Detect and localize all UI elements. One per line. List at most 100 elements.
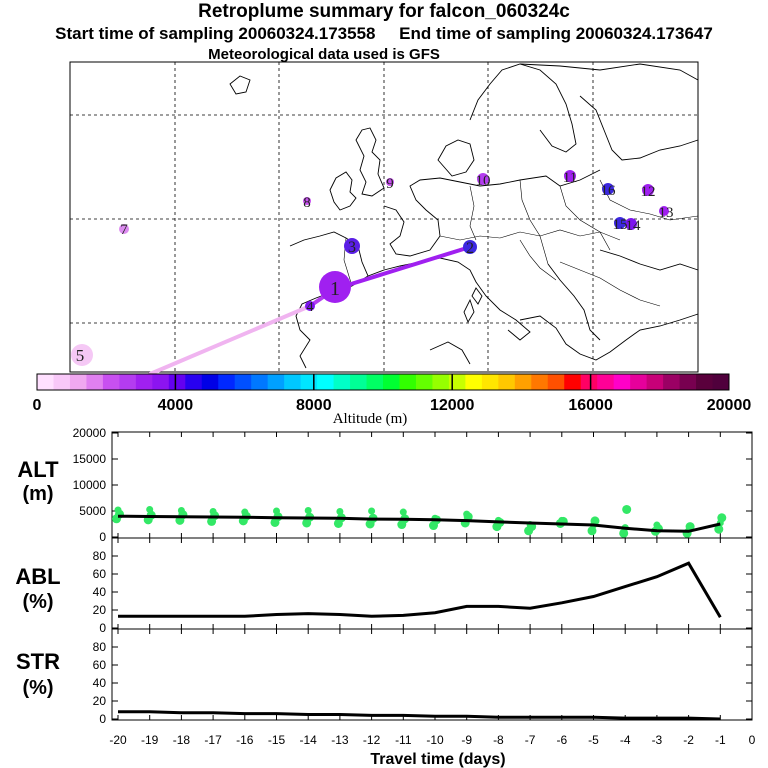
coastline <box>367 257 531 341</box>
colorbar-cell <box>580 374 598 390</box>
coastline <box>471 287 483 305</box>
plume-label: 7 <box>120 222 128 238</box>
colorbar-cell <box>152 374 170 390</box>
alt-yticks: 0 5000 10000 15000 20000 <box>73 426 752 544</box>
colorbar-ticks: 0 4000 8000 12000 16000 20000 <box>33 374 751 414</box>
plume-marker <box>614 217 626 229</box>
colorbar-cell <box>317 374 335 390</box>
colorbar-cell <box>53 374 71 390</box>
colorbar-tick-label: 4000 <box>158 397 194 414</box>
alt-scatter-point <box>619 528 629 538</box>
plume-label: 1 <box>330 278 340 300</box>
x-tick-label: -4 <box>620 733 631 747</box>
abl-axis-title: ABL <box>15 564 60 589</box>
abl-xticks <box>117 538 753 629</box>
colorbar-cell <box>498 374 516 390</box>
colorbar-cell <box>234 374 252 390</box>
plume-point: 16 <box>601 183 616 199</box>
plume-marker <box>463 240 477 254</box>
y-tick-label: 0 <box>99 621 106 635</box>
colorbar-cell <box>366 374 384 390</box>
alt-scatter-point <box>368 507 376 515</box>
colorbar-cell <box>597 374 615 390</box>
coastline <box>469 63 577 153</box>
colorbar-cell <box>465 374 483 390</box>
x-tick-label: -1 <box>715 733 726 747</box>
colorbar-cell <box>383 374 400 390</box>
plume-label: 9 <box>386 176 394 192</box>
coastline <box>519 63 699 81</box>
plume-point: 14 <box>625 218 641 234</box>
colorbar-cell <box>69 374 87 390</box>
country-border <box>599 179 699 221</box>
colorbar-cell <box>531 374 549 390</box>
coastline <box>229 75 251 95</box>
plume-point: 4 <box>305 300 315 315</box>
plume-label: 12 <box>641 184 656 200</box>
y-tick-label: 60 <box>93 567 107 581</box>
plume-marker <box>119 224 129 234</box>
map-coastlines <box>229 63 699 369</box>
x-tick-label: -16 <box>236 733 254 747</box>
y-tick-label: 80 <box>93 549 107 563</box>
abl-axis-unit: (%) <box>22 591 53 613</box>
x-axis-label: Travel time (days) <box>370 751 505 768</box>
plume-label: 10 <box>476 173 491 189</box>
alt-axis-title: ALT <box>17 457 59 482</box>
trajectory-segment <box>333 245 472 291</box>
plume-label: 14 <box>626 218 642 234</box>
country-border <box>559 261 661 307</box>
colorbar-cell <box>37 374 54 390</box>
plume-label: 15 <box>613 217 628 233</box>
plume-point: 12 <box>641 184 656 200</box>
x-tick-label: -8 <box>493 733 504 747</box>
plume-label: 11 <box>563 170 577 186</box>
colorbar-cell <box>613 374 631 390</box>
plume-point: 15 <box>613 217 628 233</box>
plume-marker <box>602 183 614 195</box>
y-tick-label: 40 <box>93 585 107 599</box>
country-border <box>519 179 549 265</box>
coastline <box>547 263 601 341</box>
plume-point: 9 <box>386 176 394 192</box>
plume-label: 3 <box>348 239 356 256</box>
x-tick-label: -3 <box>652 733 663 747</box>
plume-point: 2 <box>463 240 477 257</box>
alt-scatter <box>112 504 727 538</box>
x-tick-label: 0 <box>749 733 756 747</box>
y-tick-label: 80 <box>93 640 107 654</box>
x-tick-label: -11 <box>395 733 412 747</box>
map-frame <box>69 61 699 373</box>
colorbar-cell <box>564 374 582 390</box>
plume-marker <box>477 173 489 185</box>
colorbar-cell <box>696 374 714 390</box>
plume-point: 8 <box>303 195 311 211</box>
y-tick-label: 20 <box>93 694 107 708</box>
chart-title: Retroplume summary for falcon_060324c <box>198 1 570 22</box>
colorbar-cell <box>663 374 681 390</box>
trajectory-segment <box>148 304 312 376</box>
x-tick-label: -6 <box>556 733 567 747</box>
colorbar-tick-label: 0 <box>33 397 42 414</box>
plume-marker <box>659 206 669 216</box>
alt-scatter-point <box>463 512 473 522</box>
plume-marker <box>625 218 637 230</box>
colorbar-cell <box>514 374 532 390</box>
y-tick-label: 0 <box>99 530 106 544</box>
plume-marker <box>71 344 93 366</box>
coastline <box>383 169 601 257</box>
plume-centroids: 1 2 3 4 5 7 8 <box>71 170 674 366</box>
country-border <box>519 239 557 281</box>
colorbar-cell <box>119 374 137 390</box>
alt-panel: ALT (m) 0 5000 10000 15000 20000 <box>17 426 753 544</box>
colorbar-cell <box>168 374 186 390</box>
x-tick-labels: -20 -19 -18 -17 -16 -15 -14 -13 -12 -11 -10 -9 -8 -7-… <box>109 733 755 747</box>
x-tick-label: -17 <box>204 733 222 747</box>
colorbar-frame <box>36 373 730 391</box>
plume-point: 11 <box>563 170 577 186</box>
x-tick-label: -15 <box>268 733 286 747</box>
alt-scatter-point <box>622 504 632 514</box>
colorbar-cell <box>218 374 236 390</box>
plume-label: 4 <box>307 300 314 315</box>
plume-point: 5 <box>71 344 93 366</box>
